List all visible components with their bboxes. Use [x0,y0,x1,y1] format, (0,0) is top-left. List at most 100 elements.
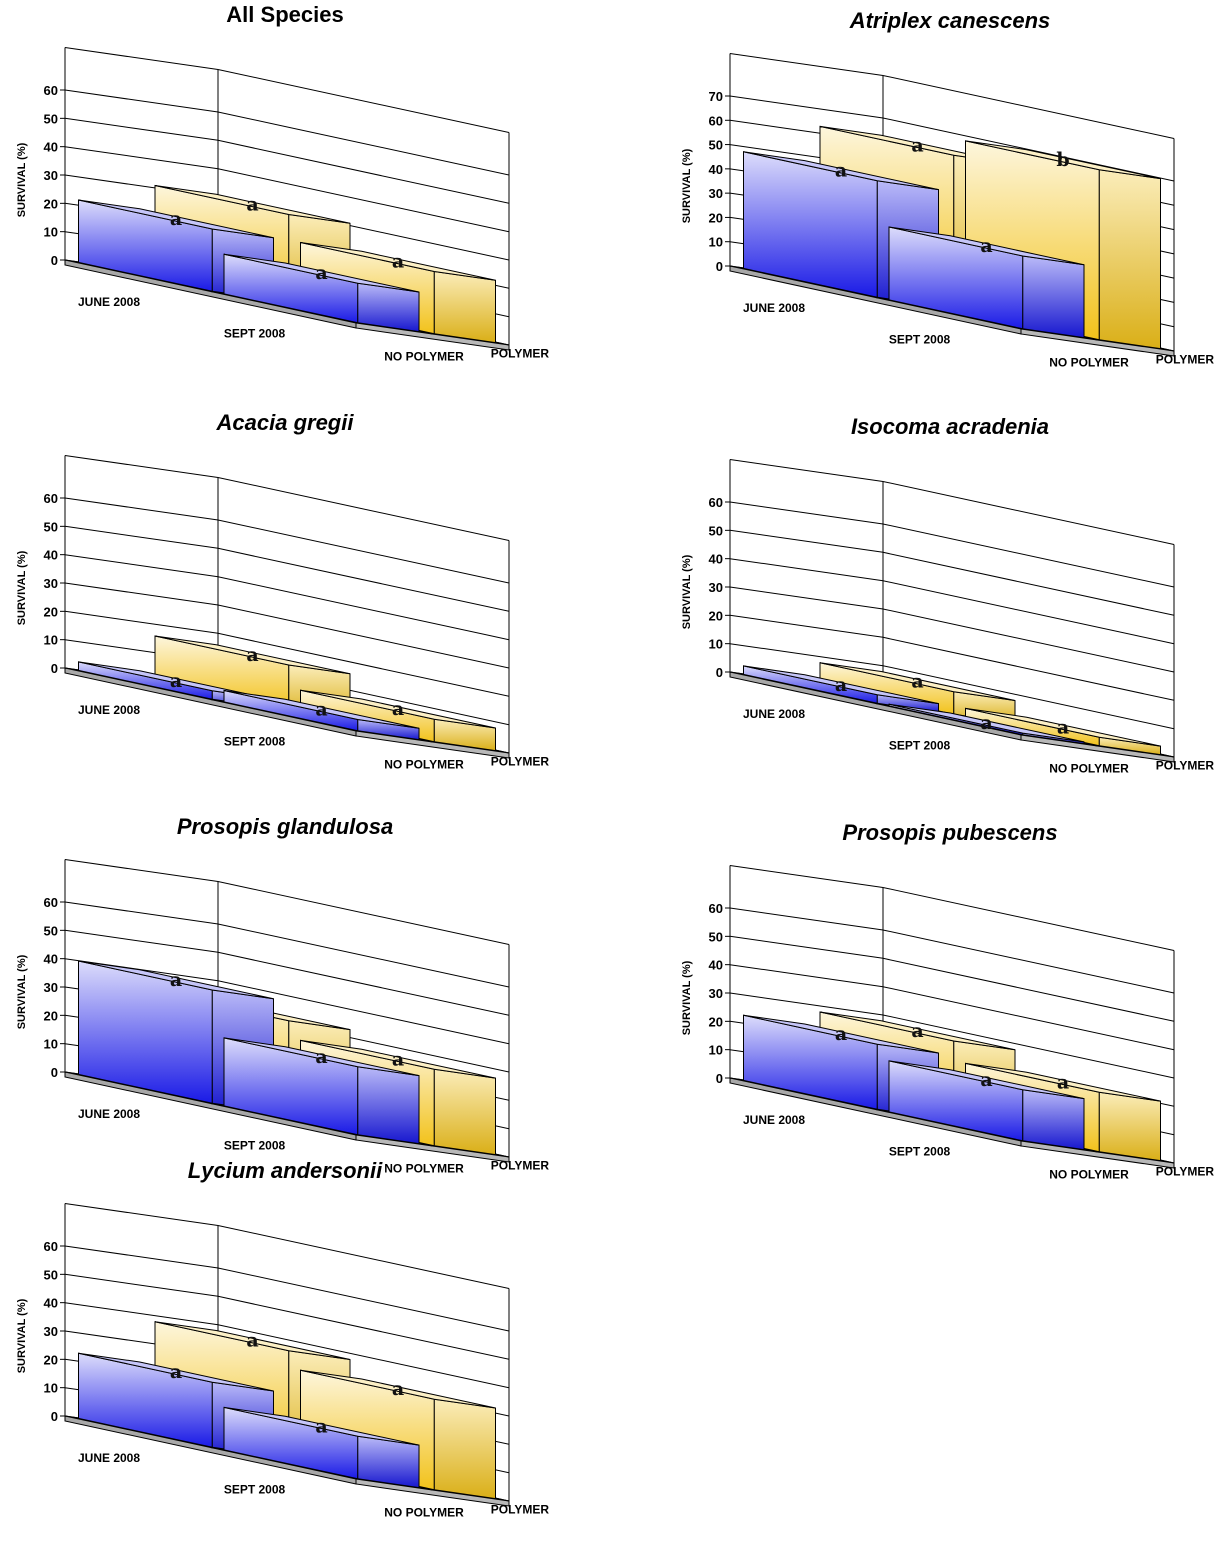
significance-letter: a [315,262,327,284]
gridline [64,89,510,176]
series-label: POLYMER [491,1159,550,1173]
y-tick-label: 40 [44,1296,58,1311]
y-tick-label: 50 [44,111,58,126]
gridline [64,859,510,945]
y-tick-label: 40 [44,140,58,155]
y-tick-label: 10 [44,1381,58,1396]
significance-letter: a [170,208,182,230]
series-label: POLYMER [1156,1165,1215,1179]
series-label: NO POLYMER [1049,356,1129,370]
significance-letter: a [835,1023,847,1045]
series-label: POLYMER [1156,353,1215,367]
y-tick-label: 60 [44,1239,58,1254]
significance-letter: a [911,1020,923,1042]
chart-title: All Species [226,2,344,27]
series-label: POLYMER [1156,759,1215,773]
x-category-label: JUNE 2008 [78,703,140,717]
significance-letter: a [392,1048,404,1070]
gridline [729,53,1175,139]
significance-letter: a [1057,1071,1069,1093]
y-tick-label: 10 [709,637,723,652]
y-tick-label: 60 [44,895,58,910]
chart-panel-prosopis-pubescens: 0 10 20 30 40 50 60 SURVIVAL (%) a a a a JUNE 2008 SE… [670,820,1215,1200]
y-tick-label: 30 [709,580,723,595]
series-label: NO POLYMER [1049,762,1129,776]
gridline [64,455,510,541]
y-tick-label: 20 [709,608,723,623]
bar-no-polymer-sept-2008 [223,253,420,333]
significance-letter: a [315,698,327,720]
bar-no-polymer-sept-2008 [888,226,1085,339]
chart-panel-all-species: 0 10 20 30 40 50 60 SURVIVAL (%) a a a a JUNE 2008 SE… [5,2,565,382]
significance-letter: a [246,644,258,666]
x-category-label: JUNE 2008 [78,1451,140,1465]
y-tick-label: 30 [44,1324,58,1339]
chart-panel-atriplex-canescens: 0 10 20 30 40 50 60 70 SURVIVAL (%) a b a a JUNE 2008… [670,8,1215,388]
y-tick-label: 50 [44,1267,58,1282]
bar-no-polymer-sept-2008 [223,1037,420,1145]
y-tick-label: 60 [44,83,58,98]
y-tick-label: 20 [709,210,723,225]
chart-title: Lycium andersonii [187,1158,383,1183]
gridline [729,459,1175,545]
y-tick-label: 20 [44,604,58,619]
y-tick-label: 0 [716,259,723,274]
significance-letter: a [980,712,992,734]
chart-title: Atriplex canescens [849,8,1051,33]
y-tick-label: 0 [51,1409,58,1424]
y-tick-label: 50 [44,519,58,534]
x-category-label: JUNE 2008 [743,707,805,721]
chart-panel-isocoma-acradenia: 0 10 20 30 40 50 60 SURVIVAL (%) a a a a JUNE 2008 SE… [670,414,1215,794]
significance-letter: a [246,193,258,215]
significance-letter: a [170,1361,182,1383]
y-tick-label: 30 [709,186,723,201]
y-tick-label: 40 [44,952,58,967]
significance-letter: a [835,674,847,696]
x-category-label: JUNE 2008 [743,1113,805,1127]
x-category-label: SEPT 2008 [889,332,951,346]
gridline [64,497,510,584]
series-label: POLYMER [491,1503,550,1517]
y-axis-label: SURVIVAL (%) [16,550,28,625]
significance-letter: a [980,1069,992,1091]
bar-polymer-sept-2008 [965,707,1161,756]
y-tick-label: 50 [44,923,58,938]
y-tick-label: 40 [709,552,723,567]
bar-no-polymer-sept-2008 [888,703,1085,745]
y-tick-label: 10 [709,1043,723,1058]
significance-letter: a [392,250,404,272]
series-label: POLYMER [491,347,550,361]
significance-letter: a [980,235,992,257]
y-tick-label: 30 [44,576,58,591]
series-label: NO POLYMER [384,758,464,772]
chart-title: Prosopis glandulosa [176,814,394,839]
bar-no-polymer-sept-2008 [223,689,420,741]
y-axis-label: SURVIVAL (%) [16,954,28,1029]
x-category-label: SEPT 2008 [224,1138,286,1152]
series-label: NO POLYMER [1049,1168,1129,1182]
significance-letter: a [315,1046,327,1068]
x-category-label: SEPT 2008 [224,734,286,748]
significance-letter: a [392,698,404,720]
x-category-label: SEPT 2008 [889,1144,951,1158]
y-tick-label: 50 [709,929,723,944]
y-tick-label: 40 [709,162,723,177]
series-label: POLYMER [491,755,550,769]
y-tick-label: 0 [51,1065,58,1080]
chart-svg: 0 10 20 30 40 50 60 70 SURVIVAL (%) a b a a JUNE 2008… [681,53,1215,370]
chart-title: Prosopis pubescens [842,820,1058,845]
gridline [64,1203,510,1289]
y-axis-label: SURVIVAL (%) [681,148,693,223]
bar-no-polymer-sept-2008 [888,1060,1085,1151]
y-tick-label: 70 [709,89,723,104]
y-tick-label: 20 [44,196,58,211]
x-category-label: JUNE 2008 [78,1107,140,1121]
gridline [64,1245,510,1332]
x-category-label: JUNE 2008 [743,301,805,315]
chart-gridlines [64,47,510,346]
